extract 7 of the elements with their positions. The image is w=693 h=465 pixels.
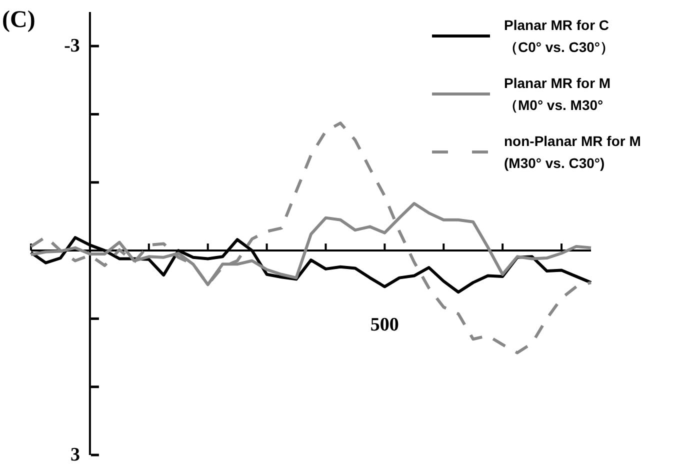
legend-label: non-Planar MR for M (M30° vs. C30°) — [504, 133, 641, 171]
legend-label: Planar MR for C （C0° vs. C30°） — [504, 17, 614, 55]
annotation: 500 — [370, 314, 399, 336]
y-tick-label: 3 — [70, 444, 80, 465]
chart-title: (C) — [2, 7, 36, 33]
y-tick-label: -3 — [64, 36, 80, 57]
legend-label: Planar MR for M （M0° vs. M30° — [504, 75, 611, 113]
